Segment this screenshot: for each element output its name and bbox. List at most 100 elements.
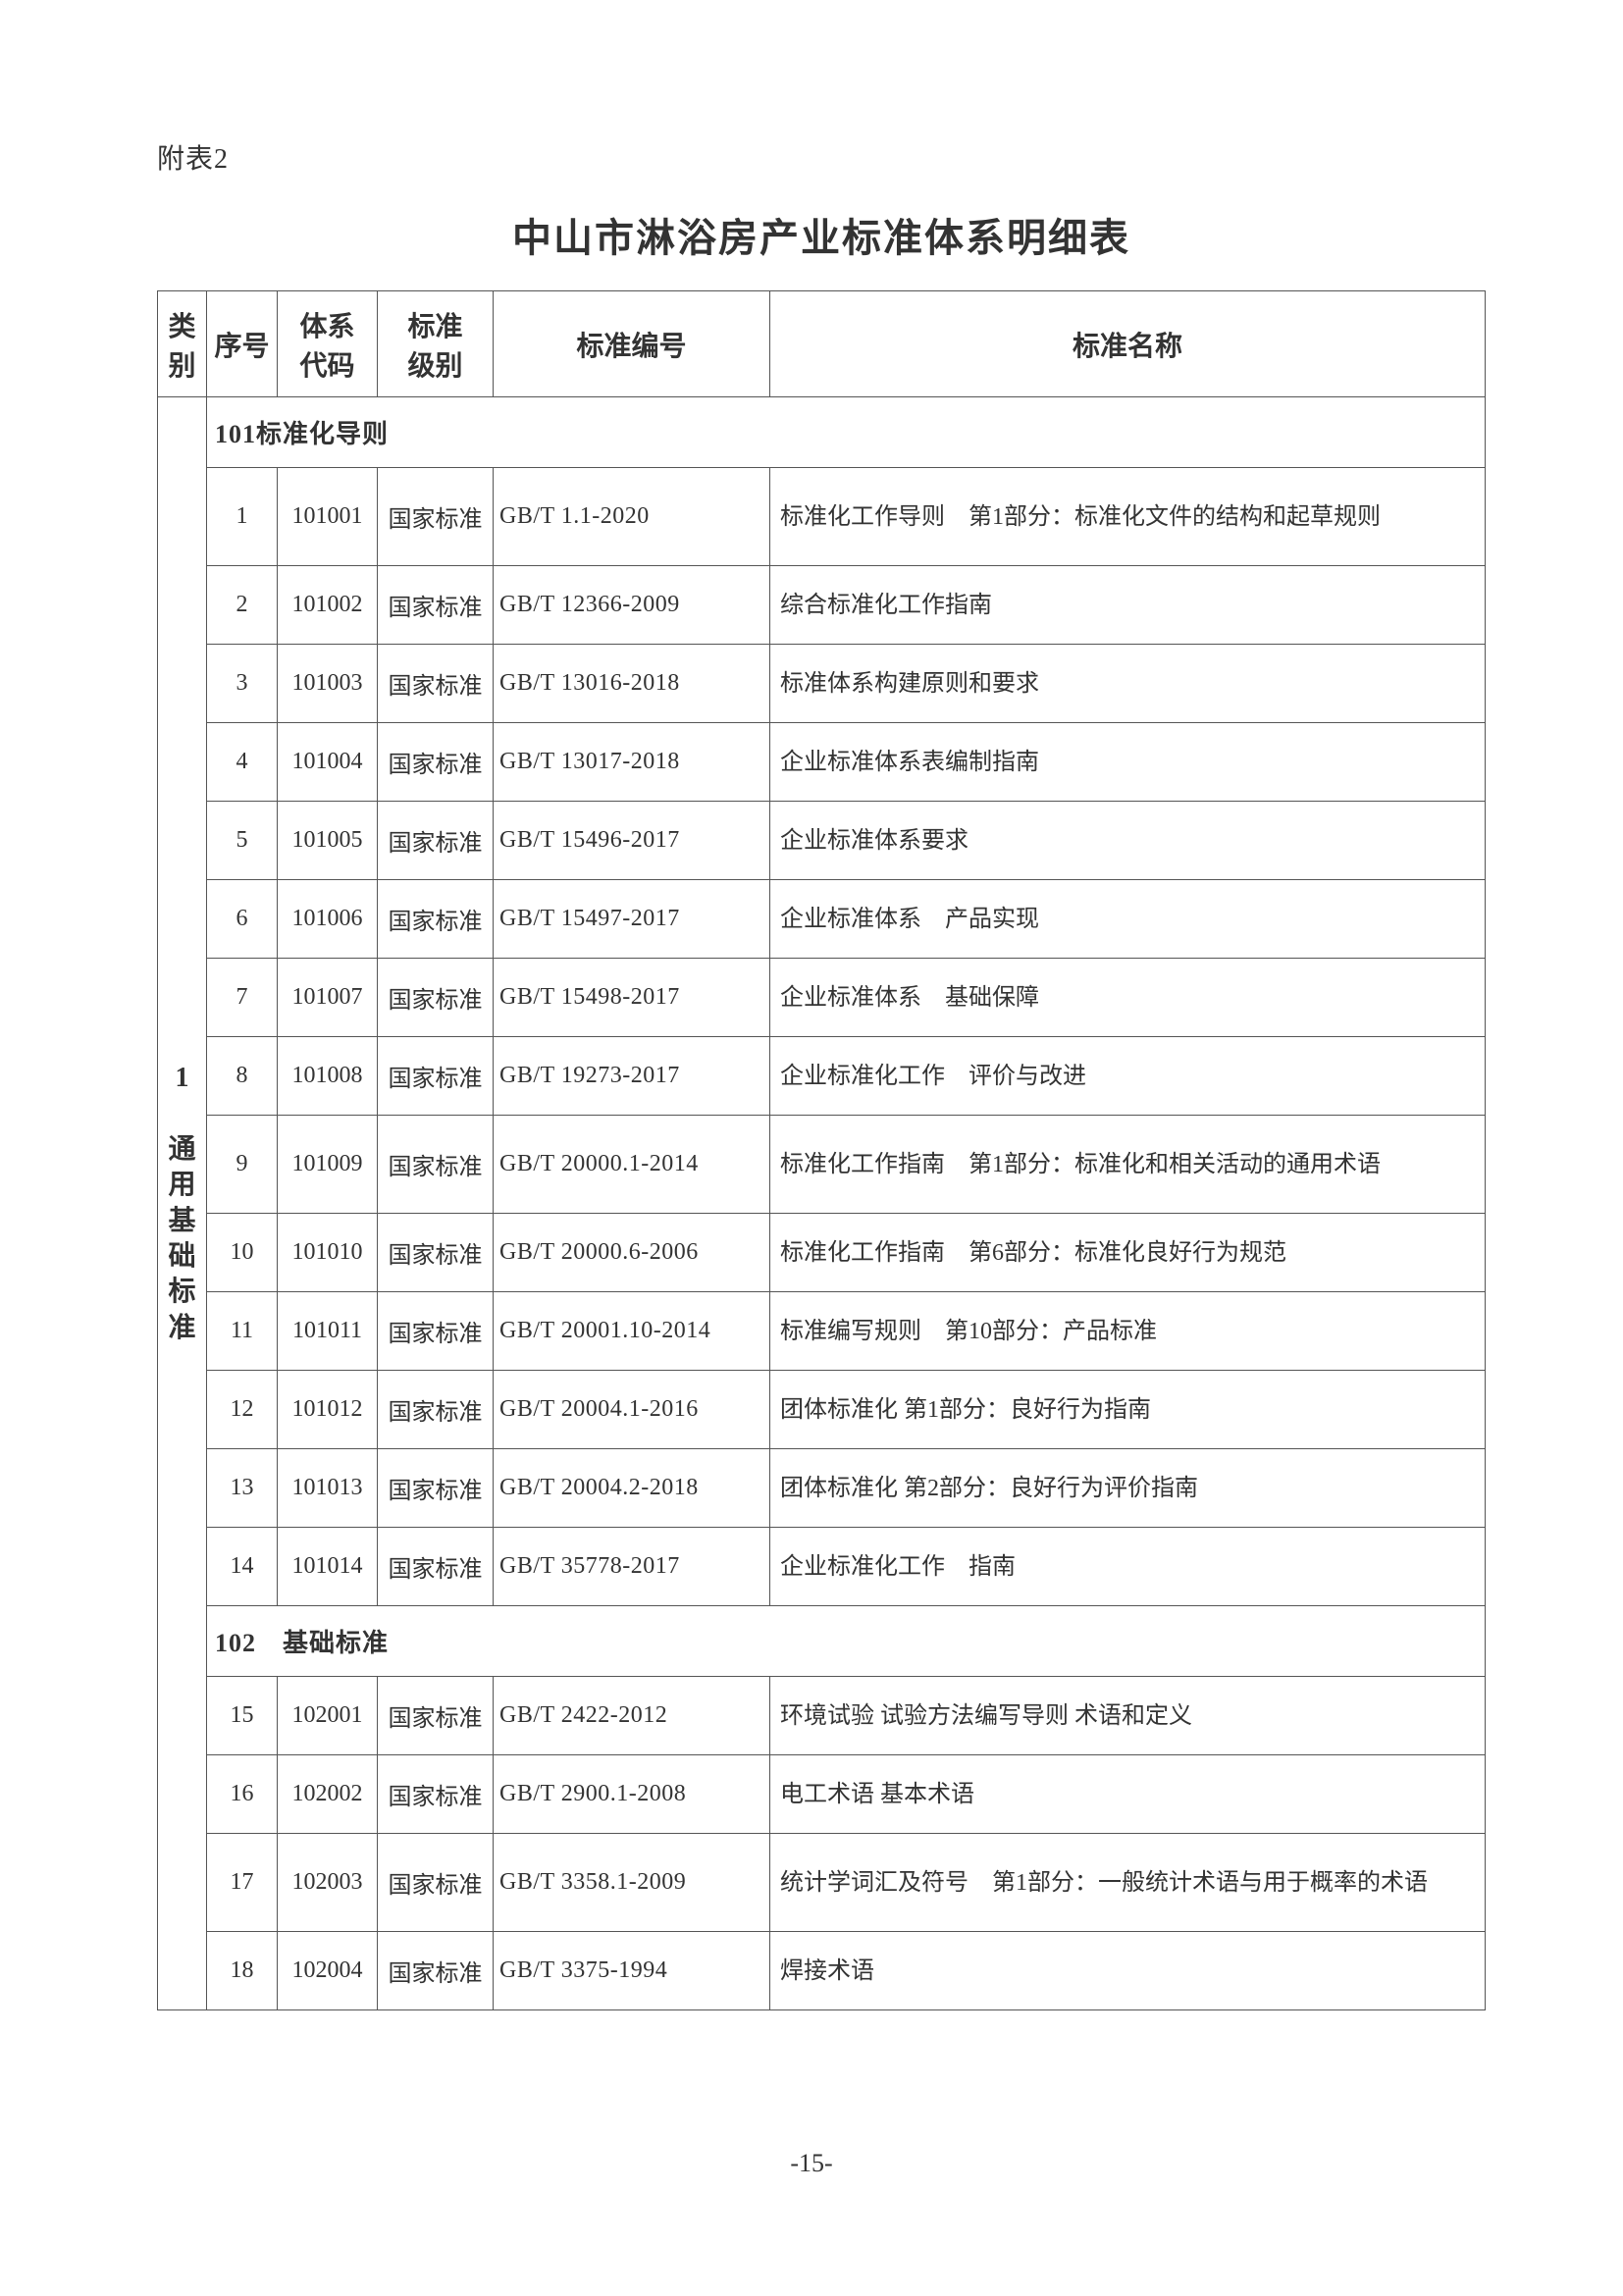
cell-number: GB/T 20000.1-2014 [494, 1116, 770, 1214]
cell-code: 101004 [278, 723, 378, 802]
cell-name: 标准体系构建原则和要求 [770, 645, 1486, 723]
cell-seq: 16 [207, 1755, 278, 1834]
cell-level: 国家标准 [378, 1371, 494, 1449]
cell-level: 国家标准 [378, 1755, 494, 1834]
cell-code: 102003 [278, 1834, 378, 1932]
table-row: 12101012国家标准GB/T 20004.1-2016团体标准化 第1部分：… [158, 1371, 1486, 1449]
table-row: 6101006国家标准GB/T 15497-2017企业标准体系 产品实现 [158, 880, 1486, 959]
cell-level: 国家标准 [378, 880, 494, 959]
cell-seq: 9 [207, 1116, 278, 1214]
cell-code: 101003 [278, 645, 378, 723]
cell-name: 综合标准化工作指南 [770, 566, 1486, 645]
cell-level: 国家标准 [378, 1116, 494, 1214]
cell-code: 101002 [278, 566, 378, 645]
cell-seq: 8 [207, 1037, 278, 1116]
cell-number: GB/T 3375-1994 [494, 1932, 770, 2010]
cell-number: GB/T 19273-2017 [494, 1037, 770, 1116]
cell-name: 团体标准化 第1部分：良好行为指南 [770, 1371, 1486, 1449]
cell-number: GB/T 15497-2017 [494, 880, 770, 959]
cell-number: GB/T 13017-2018 [494, 723, 770, 802]
cell-number: GB/T 15496-2017 [494, 802, 770, 880]
col-category: 类别 [158, 291, 207, 397]
cell-seq: 1 [207, 468, 278, 566]
cell-number: GB/T 20004.2-2018 [494, 1449, 770, 1528]
section-title: 101标准化导则 [207, 397, 1486, 468]
table-row: 11101011国家标准GB/T 20001.10-2014标准编写规则 第10… [158, 1292, 1486, 1371]
col-number: 标准编号 [494, 291, 770, 397]
cell-number: GB/T 15498-2017 [494, 959, 770, 1037]
cell-number: GB/T 12366-2009 [494, 566, 770, 645]
cell-name: 标准化工作导则 第1部分：标准化文件的结构和起草规则 [770, 468, 1486, 566]
cell-number: GB/T 20000.6-2006 [494, 1214, 770, 1292]
cell-seq: 11 [207, 1292, 278, 1371]
cell-seq: 3 [207, 645, 278, 723]
cell-number: GB/T 20001.10-2014 [494, 1292, 770, 1371]
cell-name: 焊接术语 [770, 1932, 1486, 2010]
table-row: 2101002国家标准GB/T 12366-2009综合标准化工作指南 [158, 566, 1486, 645]
cell-code: 101013 [278, 1449, 378, 1528]
cell-level: 国家标准 [378, 1677, 494, 1755]
table-row: 4101004国家标准GB/T 13017-2018企业标准体系表编制指南 [158, 723, 1486, 802]
table-row: 1101001国家标准GB/T 1.1-2020标准化工作导则 第1部分：标准化… [158, 468, 1486, 566]
cell-name: 标准化工作指南 第6部分：标准化良好行为规范 [770, 1214, 1486, 1292]
cell-level: 国家标准 [378, 1292, 494, 1371]
page-number: -15- [0, 2149, 1623, 2178]
col-name: 标准名称 [770, 291, 1486, 397]
table-row: 16102002国家标准GB/T 2900.1-2008电工术语 基本术语 [158, 1755, 1486, 1834]
cell-seq: 2 [207, 566, 278, 645]
table-row: 9101009国家标准GB/T 20000.1-2014标准化工作指南 第1部分… [158, 1116, 1486, 1214]
table-row: 14101014国家标准GB/T 35778-2017企业标准化工作 指南 [158, 1528, 1486, 1606]
cell-seq: 6 [207, 880, 278, 959]
cell-seq: 12 [207, 1371, 278, 1449]
cell-level: 国家标准 [378, 1834, 494, 1932]
cell-code: 101008 [278, 1037, 378, 1116]
cell-level: 国家标准 [378, 645, 494, 723]
cell-code: 101007 [278, 959, 378, 1037]
cell-level: 国家标准 [378, 1214, 494, 1292]
cell-code: 102004 [278, 1932, 378, 2010]
cell-seq: 15 [207, 1677, 278, 1755]
table-row: 10101010国家标准GB/T 20000.6-2006标准化工作指南 第6部… [158, 1214, 1486, 1292]
cell-code: 101001 [278, 468, 378, 566]
cell-level: 国家标准 [378, 1037, 494, 1116]
section-title: 102 基础标准 [207, 1606, 1486, 1677]
cell-level: 国家标准 [378, 1528, 494, 1606]
cell-name: 电工术语 基本术语 [770, 1755, 1486, 1834]
cell-level: 国家标准 [378, 566, 494, 645]
cell-seq: 17 [207, 1834, 278, 1932]
cell-code: 102001 [278, 1677, 378, 1755]
table-row: 17102003国家标准GB/T 3358.1-2009统计学词汇及符号 第1部… [158, 1834, 1486, 1932]
cell-level: 国家标准 [378, 468, 494, 566]
table-row: 15102001国家标准GB/T 2422-2012环境试验 试验方法编写导则 … [158, 1677, 1486, 1755]
cell-seq: 4 [207, 723, 278, 802]
attachment-label: 附表2 [157, 137, 1486, 177]
cell-name: 企业标准体系 基础保障 [770, 959, 1486, 1037]
cell-code: 101010 [278, 1214, 378, 1292]
table-row: 3101003国家标准GB/T 13016-2018标准体系构建原则和要求 [158, 645, 1486, 723]
cell-level: 国家标准 [378, 1449, 494, 1528]
cell-seq: 14 [207, 1528, 278, 1606]
standards-table: 类别序号体系代码标准级别标准编号标准名称1 通用基础标准101标准化导则1101… [157, 290, 1486, 2010]
table-row: 18102004国家标准GB/T 3375-1994焊接术语 [158, 1932, 1486, 2010]
cell-code: 101005 [278, 802, 378, 880]
col-code: 体系代码 [278, 291, 378, 397]
cell-seq: 13 [207, 1449, 278, 1528]
cell-name: 标准化工作指南 第1部分：标准化和相关活动的通用术语 [770, 1116, 1486, 1214]
cell-name: 统计学词汇及符号 第1部分：一般统计术语与用于概率的术语 [770, 1834, 1486, 1932]
cell-code: 101006 [278, 880, 378, 959]
cell-number: GB/T 20004.1-2016 [494, 1371, 770, 1449]
cell-number: GB/T 3358.1-2009 [494, 1834, 770, 1932]
cell-code: 101014 [278, 1528, 378, 1606]
col-seq: 序号 [207, 291, 278, 397]
cell-name: 企业标准体系要求 [770, 802, 1486, 880]
cell-name: 环境试验 试验方法编写导则 术语和定义 [770, 1677, 1486, 1755]
document-title: 中山市淋浴房产业标准体系明细表 [157, 206, 1486, 263]
cell-number: GB/T 13016-2018 [494, 645, 770, 723]
cell-seq: 7 [207, 959, 278, 1037]
cell-number: GB/T 2900.1-2008 [494, 1755, 770, 1834]
table-row: 13101013国家标准GB/T 20004.2-2018团体标准化 第2部分：… [158, 1449, 1486, 1528]
table-row: 5101005国家标准GB/T 15496-2017企业标准体系要求 [158, 802, 1486, 880]
table-row: 7101007国家标准GB/T 15498-2017企业标准体系 基础保障 [158, 959, 1486, 1037]
cell-level: 国家标准 [378, 1932, 494, 2010]
cell-seq: 18 [207, 1932, 278, 2010]
